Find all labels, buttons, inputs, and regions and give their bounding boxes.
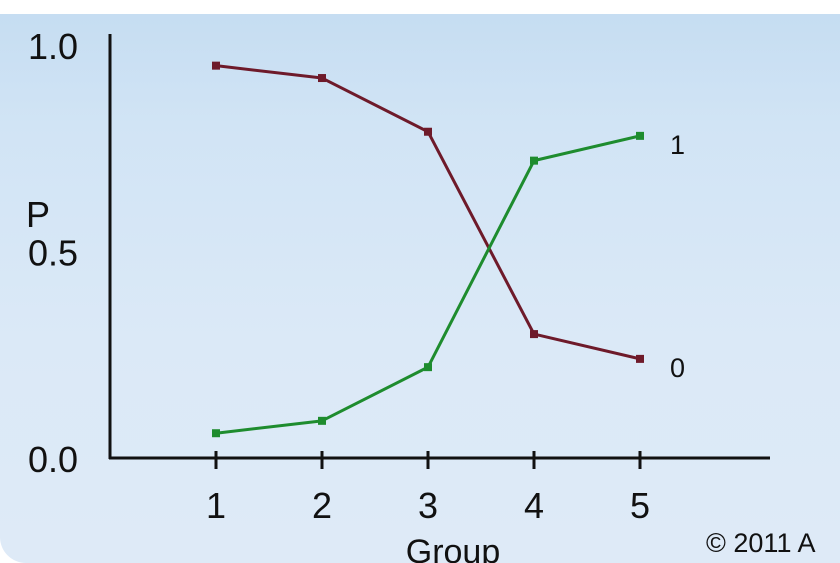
series-point <box>318 74 326 83</box>
x-axis-label: Group <box>406 533 501 563</box>
y-tick-label: 1.0 <box>28 26 78 67</box>
y-tick-label: 0.5 <box>28 233 78 274</box>
cropped-header-strip <box>0 0 840 14</box>
tick-marks <box>214 451 642 469</box>
series-line <box>215 64 641 361</box>
series-point <box>424 363 432 372</box>
series-point <box>212 429 220 438</box>
y-axis-label: P <box>26 194 50 235</box>
series-point <box>212 61 220 70</box>
series-point <box>530 156 538 165</box>
x-tick-label: 5 <box>630 485 650 526</box>
x-tick-label: 2 <box>312 485 332 526</box>
series-label: 0 <box>670 353 685 383</box>
series-line <box>215 134 641 435</box>
series-label: 1 <box>670 130 685 160</box>
series-layer <box>212 61 644 438</box>
y-tick-label: 0.0 <box>28 439 78 480</box>
x-tick-label: 3 <box>418 485 438 526</box>
series-point <box>530 330 538 339</box>
x-tick-label: 1 <box>206 485 226 526</box>
series-point <box>636 131 644 140</box>
axes <box>108 34 770 460</box>
copyright-notice: © 2011 A <box>706 528 815 558</box>
series-point <box>636 354 644 363</box>
series-point <box>424 127 432 136</box>
series-point <box>318 416 326 425</box>
x-tick-label: 4 <box>524 485 544 526</box>
